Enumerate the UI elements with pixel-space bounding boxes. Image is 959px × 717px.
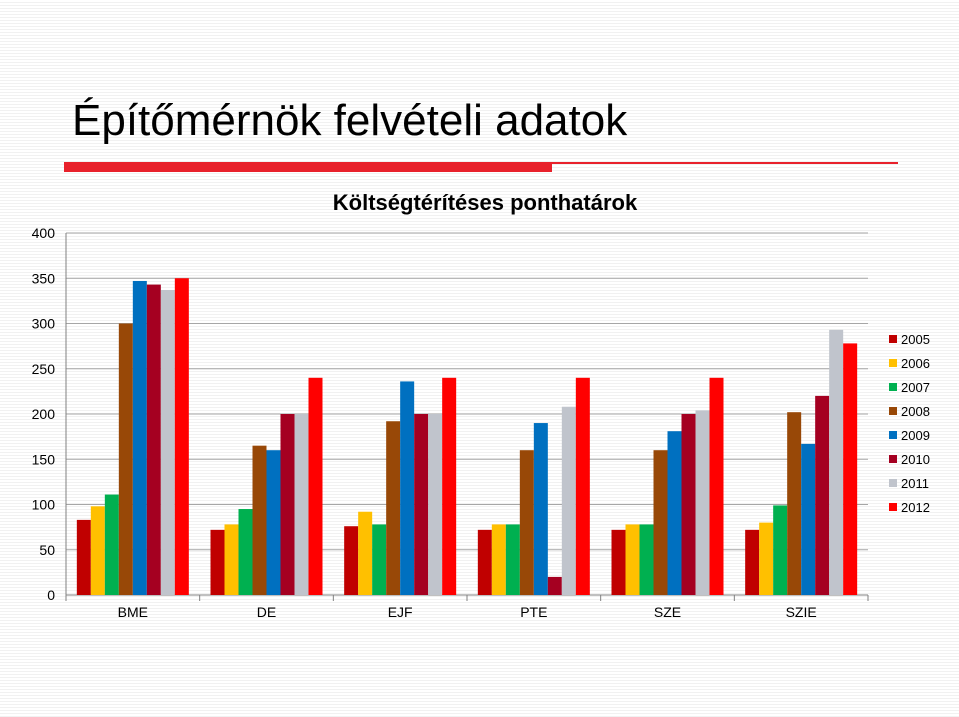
bar-ejf-2005 xyxy=(344,526,359,595)
y-tick-label: 250 xyxy=(32,361,56,377)
bar-ejf-2008 xyxy=(386,421,401,595)
y-tick-label: 150 xyxy=(32,451,56,467)
y-tick-label: 100 xyxy=(32,497,56,513)
legend-label-2012: 2012 xyxy=(901,500,930,515)
bar-pte-2007 xyxy=(505,524,520,595)
gridlines xyxy=(66,232,868,551)
y-tick-label: 0 xyxy=(47,587,55,603)
bar-ejf-2011 xyxy=(428,414,443,595)
bar-szie-2008 xyxy=(787,412,802,595)
bar-ejf-2012 xyxy=(442,377,457,595)
bar-de-2009 xyxy=(266,450,281,595)
bar-pte-2012 xyxy=(575,377,590,595)
legend-swatch-2009 xyxy=(889,431,897,439)
bar-sze-2007 xyxy=(639,524,654,595)
bar-bme-2009 xyxy=(132,280,147,595)
x-tick-label: DE xyxy=(257,604,276,620)
legend-swatch-2007 xyxy=(889,383,897,391)
legend-swatch-2011 xyxy=(889,479,897,487)
axes xyxy=(65,233,869,601)
bar-bme-2005 xyxy=(76,519,91,595)
x-tick-label: SZE xyxy=(654,604,681,620)
bar-szie-2007 xyxy=(773,505,788,595)
bar-ejf-2006 xyxy=(358,511,373,595)
x-tick-label: SZIE xyxy=(786,604,817,620)
bar-szie-2010 xyxy=(815,395,830,595)
legend-label-2007: 2007 xyxy=(901,380,930,395)
bar-bme-2012 xyxy=(174,278,189,595)
legend-swatch-2008 xyxy=(889,407,897,415)
bar-pte-2005 xyxy=(477,529,492,595)
bar-bme-2011 xyxy=(160,290,175,595)
slide-title: Építőmérnök felvételi adatok xyxy=(72,96,628,145)
bar-de-2008 xyxy=(252,445,267,595)
bar-szie-2012 xyxy=(843,343,858,595)
legend-swatch-2005 xyxy=(889,335,897,343)
y-tick-label: 350 xyxy=(32,270,56,286)
bar-sze-2006 xyxy=(625,524,640,595)
bar-de-2012 xyxy=(308,377,323,595)
legend-swatch-2010 xyxy=(889,455,897,463)
bars xyxy=(76,278,858,595)
bar-pte-2008 xyxy=(519,450,534,595)
legend-swatch-2012 xyxy=(889,503,897,511)
bar-sze-2012 xyxy=(709,377,724,595)
bar-sze-2010 xyxy=(681,414,696,595)
legend-label-2005: 2005 xyxy=(901,332,930,347)
legend-label-2010: 2010 xyxy=(901,452,930,467)
bar-bme-2008 xyxy=(118,323,133,595)
y-tick-label: 200 xyxy=(32,406,56,422)
x-tick-labels: BME DE EJF PTE SZE SZIE xyxy=(118,604,817,620)
x-tick-label: EJF xyxy=(388,604,413,620)
y-tick-label: 400 xyxy=(32,225,56,241)
legend-label-2009: 2009 xyxy=(901,428,930,443)
bar-bme-2010 xyxy=(146,284,161,595)
bar-ejf-2010 xyxy=(414,414,429,595)
title-rule xyxy=(64,162,552,172)
bar-sze-2011 xyxy=(695,410,710,595)
bar-sze-2009 xyxy=(667,431,682,595)
chart-title: Költségtérítéses ponthatárok xyxy=(333,190,638,215)
y-tick-labels: 0 50 100 150 200 250 300 350 400 xyxy=(32,225,56,603)
bar-pte-2010 xyxy=(547,576,562,595)
bar-ejf-2009 xyxy=(400,381,415,595)
bar-bme-2006 xyxy=(90,506,105,595)
legend-label-2006: 2006 xyxy=(901,356,930,371)
legend-label-2008: 2008 xyxy=(901,404,930,419)
legend-swatch-2006 xyxy=(889,359,897,367)
bar-szie-2006 xyxy=(759,522,774,595)
bar-szie-2009 xyxy=(801,443,816,595)
bar-pte-2011 xyxy=(561,406,576,595)
legend: 2005 2006 2007 2008 2009 2010 2011 2012 xyxy=(889,332,930,515)
y-tick-label: 50 xyxy=(39,542,55,558)
bar-szie-2011 xyxy=(829,329,844,595)
bar-pte-2009 xyxy=(533,423,548,595)
bar-bme-2007 xyxy=(104,494,119,595)
bar-szie-2005 xyxy=(745,529,760,595)
title-rule-thin xyxy=(552,162,898,164)
bar-de-2005 xyxy=(210,529,225,595)
bar-sze-2005 xyxy=(611,529,626,595)
x-tick-label: PTE xyxy=(520,604,547,620)
bar-pte-2006 xyxy=(491,524,506,595)
bar-ejf-2007 xyxy=(372,524,387,595)
y-tick-label: 300 xyxy=(32,316,56,332)
bar-de-2007 xyxy=(238,509,253,595)
legend-label-2011: 2011 xyxy=(901,476,929,491)
bar-de-2010 xyxy=(280,414,295,595)
bar-de-2011 xyxy=(294,414,309,595)
bar-de-2006 xyxy=(224,524,239,595)
x-tick-label: BME xyxy=(118,604,148,620)
bar-sze-2008 xyxy=(653,450,668,595)
